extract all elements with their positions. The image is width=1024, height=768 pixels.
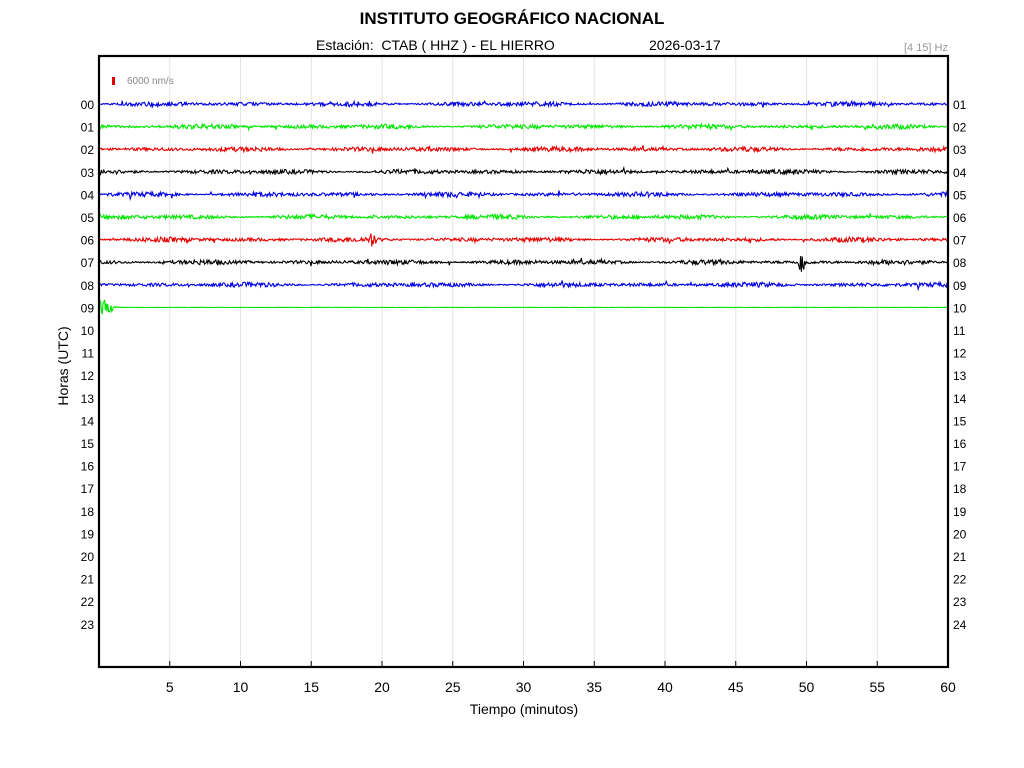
hour-label-left: 21 (81, 573, 95, 587)
date-label: 2026-03-17 (649, 37, 721, 53)
x-tick-label: 15 (303, 679, 319, 695)
hour-label-left: 02 (81, 143, 95, 157)
hour-label-right: 06 (953, 211, 967, 225)
hour-label-left: 08 (81, 279, 95, 293)
hour-label-right: 08 (953, 256, 967, 270)
hour-label-left: 22 (81, 595, 95, 609)
x-tick-label: 35 (586, 679, 602, 695)
hour-label-left: 03 (81, 166, 95, 180)
hour-label-left: 18 (81, 505, 95, 519)
hour-label-right: 05 (953, 188, 967, 202)
hour-label-right: 04 (953, 166, 967, 180)
x-tick-label: 60 (940, 679, 956, 695)
station-label: Estación: CTAB ( HHZ ) - EL HIERRO (316, 37, 555, 53)
seismic-traces (98, 99, 949, 315)
hour-label-right: 09 (953, 279, 967, 293)
hour-label-left: 09 (81, 301, 95, 315)
trace-hour-02 (98, 144, 949, 154)
y-axis-label: Horas (UTC) (55, 326, 71, 406)
hour-label-right: 16 (953, 437, 967, 451)
hour-label-right: 24 (953, 618, 967, 632)
amplitude-scale-bar (112, 77, 115, 85)
hour-label-left: 10 (81, 324, 95, 338)
x-tick-label: 40 (657, 679, 673, 695)
page-title: INSTITUTO GEOGRÁFICO NACIONAL (359, 9, 665, 28)
hour-label-right: 19 (953, 505, 967, 519)
x-tick-label: 10 (233, 679, 249, 695)
hour-label-right: 17 (953, 460, 967, 474)
hour-label-right: 15 (953, 414, 967, 428)
hour-label-right: 23 (953, 595, 967, 609)
frequency-band-label: [4 15] Hz (903, 42, 948, 54)
x-tick-label: 5 (166, 679, 174, 695)
hour-label-left: 23 (81, 618, 95, 632)
hour-label-left: 11 (82, 347, 95, 361)
hour-label-left: 01 (81, 121, 95, 135)
trace-hour-03 (98, 165, 949, 176)
trace-hour-05 (98, 212, 949, 221)
amplitude-scale-label: 6000 nm/s (127, 76, 174, 87)
hour-label-right: 10 (953, 301, 967, 315)
hour-label-right: 21 (953, 550, 967, 564)
trace-hour-01 (98, 121, 948, 132)
hour-label-right: 22 (953, 573, 967, 587)
x-tick-label: 30 (516, 679, 532, 695)
hour-label-left: 13 (81, 392, 95, 406)
x-tick-label: 55 (869, 679, 885, 695)
trace-hour-00 (98, 99, 949, 109)
hour-label-left: 17 (81, 482, 95, 496)
grid-lines (169, 56, 878, 667)
hour-label-right: 07 (953, 234, 967, 248)
hour-label-left: 00 (81, 98, 95, 112)
hour-label-left: 06 (81, 234, 95, 248)
trace-hour-08 (98, 279, 949, 292)
hour-label-left: 19 (81, 527, 95, 541)
hour-label-left: 15 (81, 437, 95, 451)
hour-label-left: 12 (81, 369, 95, 383)
hour-label-right: 11 (953, 324, 966, 338)
hour-label-right: 03 (953, 143, 967, 157)
hour-label-left: 14 (81, 414, 95, 428)
x-tick-label: 25 (445, 679, 461, 695)
axes: 5 10 15 20 25 30 35 40 45 50 55 60 00 01 01 02 02 03 03 04 0… (81, 98, 967, 695)
hour-label-right: 02 (953, 121, 967, 135)
trace-hour-09 (98, 299, 948, 315)
x-tick-label: 20 (374, 679, 390, 695)
hour-label-left: 20 (81, 550, 95, 564)
trace-hour-04 (98, 189, 949, 202)
hour-label-right: 18 (953, 482, 967, 496)
hour-label-left: 05 (81, 211, 95, 225)
hour-label-left: 07 (81, 256, 95, 270)
x-axis-label: Tiempo (minutos) (469, 701, 579, 717)
hour-label-right: 14 (953, 392, 967, 406)
x-tick-label: 45 (728, 679, 744, 695)
hour-label-left: 16 (81, 460, 95, 474)
hour-label-left: 04 (81, 188, 95, 202)
x-tick-label: 50 (799, 679, 815, 695)
trace-hour-07 (98, 256, 948, 272)
trace-hour-06 (98, 233, 949, 247)
hour-label-right: 01 (953, 98, 967, 112)
hour-label-right: 13 (953, 369, 967, 383)
hour-label-right: 20 (953, 527, 967, 541)
hour-label-right: 12 (953, 347, 967, 361)
